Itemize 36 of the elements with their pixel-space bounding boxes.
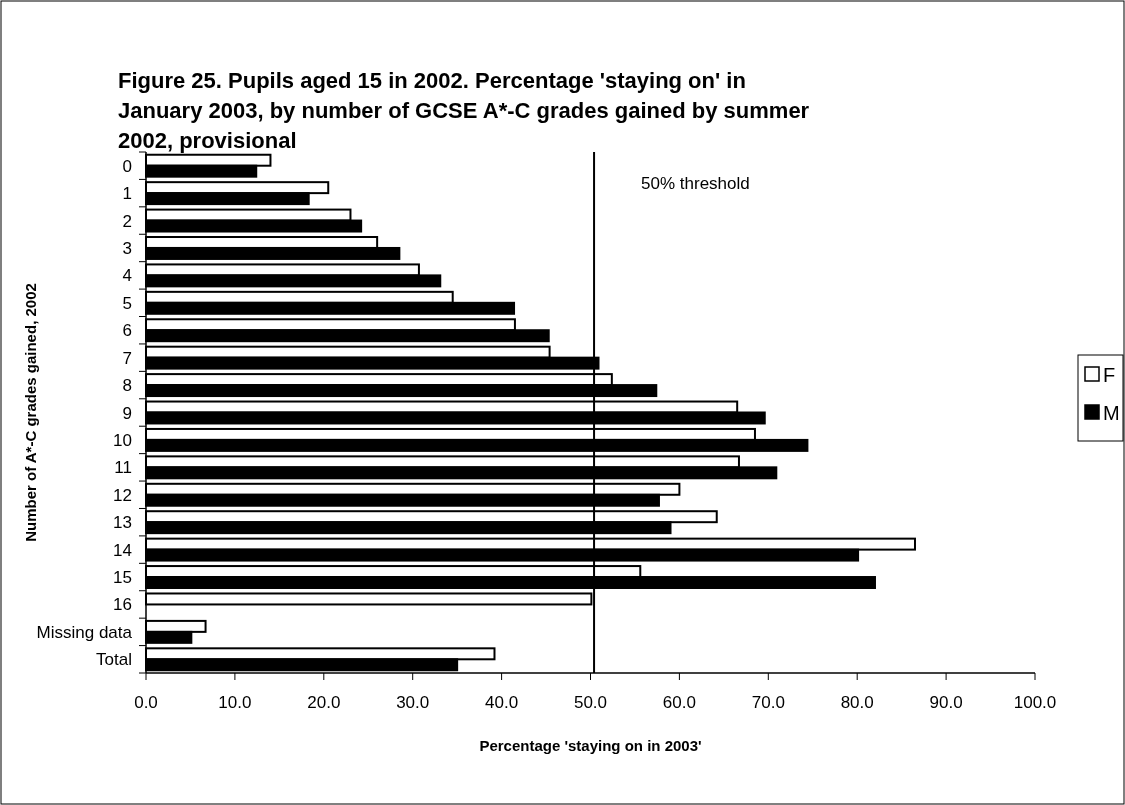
- x-tick-label: 70.0: [751, 693, 785, 712]
- y-tick-label: 10: [113, 430, 132, 450]
- y-tick-label: 11: [114, 458, 132, 478]
- y-tick-label: 5: [122, 293, 132, 313]
- y-tick-label: 1: [122, 184, 132, 204]
- y-tick-label: 9: [122, 403, 132, 423]
- y-tick-label: 12: [113, 485, 132, 505]
- x-tick-label: 50.0: [573, 693, 608, 712]
- x-tick-label: 40.0: [485, 693, 519, 712]
- y-tick-label: 14: [113, 540, 132, 560]
- y-tick-label: 15: [113, 568, 132, 588]
- legend-label: M: [1103, 402, 1120, 424]
- y-tick-label: 3: [122, 238, 132, 258]
- y-tick-label: 2: [122, 211, 132, 231]
- y-tick-label: 0: [122, 156, 132, 176]
- x-tick-label: 10.0: [218, 693, 252, 712]
- x-tick-label: 80.0: [840, 693, 874, 712]
- x-tick-label: 30.0: [396, 693, 430, 712]
- x-tick-label: 0.0: [134, 693, 158, 712]
- y-tick-label: 16: [113, 595, 132, 615]
- x-tick-label: 60.0: [662, 693, 696, 712]
- x-axis-title: Percentage 'staying on in 2003': [479, 737, 702, 754]
- y-tick-label: 13: [113, 513, 132, 533]
- y-tick-label: 7: [122, 348, 132, 368]
- x-tick-label: 20.0: [307, 693, 341, 712]
- x-tick-label: 100.0: [1013, 693, 1057, 712]
- y-tick-label: 4: [122, 266, 132, 286]
- y-tick-label: Total: [96, 650, 132, 670]
- chart-title: Figure 25. Pupils aged 15 in 2002. Percentage 'staying on' in January 2003, by number of GCSE A*-C grades gained by summer 2002, provisional: [118, 68, 810, 153]
- y-tick-label: 8: [122, 376, 132, 396]
- y-tick-label: Missing data: [36, 622, 133, 642]
- y-tick-label: 6: [122, 321, 132, 341]
- x-tick-label: 90.0: [929, 693, 963, 712]
- legend-label: F: [1103, 364, 1116, 386]
- ref-line-label: 50% threshold: [641, 174, 750, 193]
- y-axis-title: Number of A*-C grades gained, 2002: [22, 283, 39, 542]
